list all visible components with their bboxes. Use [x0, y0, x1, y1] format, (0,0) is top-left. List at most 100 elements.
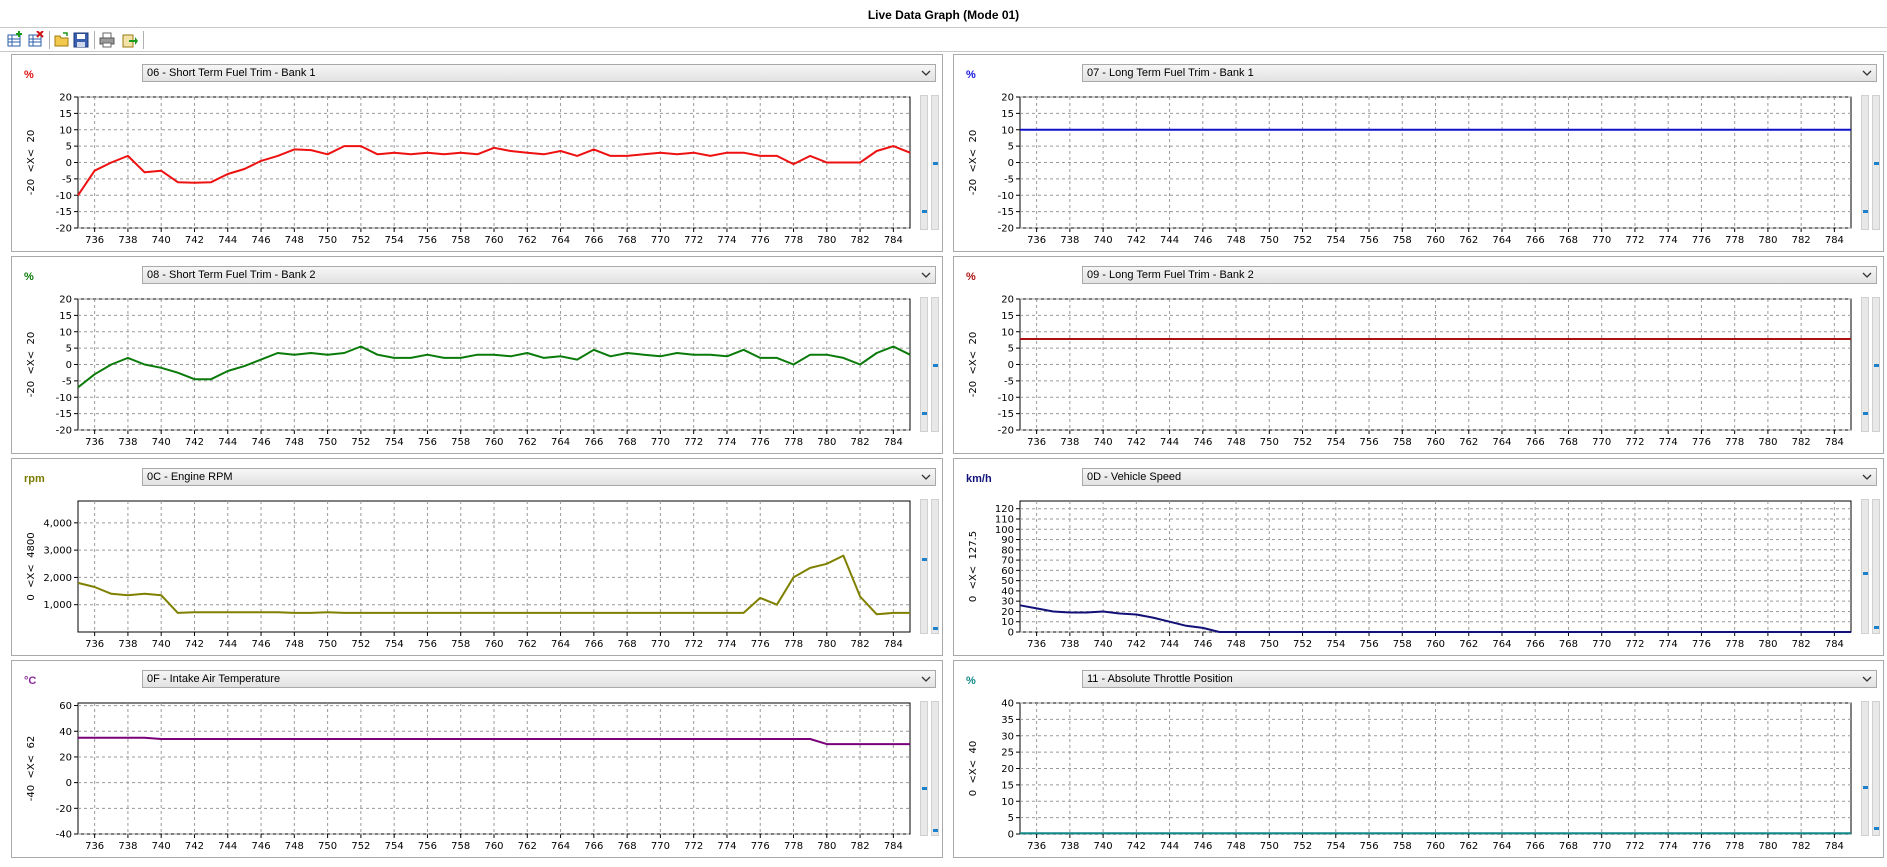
x-tick-label: 774	[1659, 437, 1678, 448]
x-tick-label: 736	[85, 437, 104, 448]
x-tick-label: 756	[418, 639, 437, 650]
x-tick-label: 754	[385, 437, 404, 448]
x-tick-label: 758	[1393, 639, 1412, 650]
scale-marker[interactable]	[1863, 210, 1868, 214]
pid-select[interactable]: 06 - Short Term Fuel Trim - Bank 1	[142, 64, 936, 82]
pid-select[interactable]: 0F - Intake Air Temperature	[142, 670, 936, 688]
scale-marker[interactable]	[1874, 625, 1879, 629]
y-tick-label: 0	[1008, 360, 1014, 371]
min-scale-track[interactable]	[1861, 95, 1869, 230]
y-tick-label: 3,000	[43, 546, 72, 557]
open-button[interactable]	[53, 31, 71, 49]
x-tick-label: 782	[1792, 437, 1811, 448]
y-tick-label: 0	[1008, 158, 1014, 169]
save-button[interactable]	[72, 31, 90, 49]
max-scale-track[interactable]	[931, 701, 939, 836]
min-scale-track[interactable]	[920, 499, 928, 634]
max-scale-track[interactable]	[931, 499, 939, 634]
y-tick-label: 0	[1008, 628, 1014, 639]
x-tick-label: 778	[784, 639, 803, 650]
x-tick-label: 742	[185, 235, 204, 246]
x-tick-label: 756	[1359, 639, 1378, 650]
x-tick-label: 760	[1426, 639, 1445, 650]
x-tick-label: 746	[1193, 437, 1212, 448]
scale-marker[interactable]	[933, 626, 938, 630]
min-scale-track[interactable]	[920, 95, 928, 230]
scale-marker[interactable]	[922, 557, 927, 561]
pid-select[interactable]: 0C - Engine RPM	[142, 468, 936, 486]
x-tick-label: 750	[318, 639, 337, 650]
max-scale-track[interactable]	[1872, 297, 1880, 432]
scale-marker[interactable]	[922, 210, 927, 214]
x-tick-label: 738	[118, 639, 137, 650]
window-titlebar: Live Data Graph (Mode 01)	[0, 0, 1887, 28]
y-tick-label: 40	[1001, 699, 1014, 710]
pid-select-value: 07 - Long Term Fuel Trim - Bank 1	[1087, 67, 1254, 79]
x-tick-label: 744	[1160, 841, 1179, 852]
max-scale-track[interactable]	[931, 95, 939, 230]
pid-select[interactable]: 0D - Vehicle Speed	[1082, 468, 1877, 486]
y-tick-label: 15	[1001, 311, 1014, 322]
pid-select[interactable]: 07 - Long Term Fuel Trim - Bank 1	[1082, 64, 1877, 82]
y-tick-label: 120	[995, 504, 1014, 515]
print-button[interactable]	[98, 31, 116, 49]
x-tick-label: 784	[884, 639, 903, 650]
pid-select[interactable]: 08 - Short Term Fuel Trim - Bank 2	[142, 266, 936, 284]
scale-marker[interactable]	[1863, 412, 1868, 416]
unit-label: %	[24, 271, 34, 283]
x-tick-label: 740	[1094, 639, 1113, 650]
y-tick-label: 10	[1001, 125, 1014, 136]
x-tick-label: 770	[651, 841, 670, 852]
x-tick-label: 776	[1692, 437, 1711, 448]
min-scale-track[interactable]	[1861, 297, 1869, 432]
x-tick-label: 746	[1193, 841, 1212, 852]
pid-select[interactable]: 11 - Absolute Throttle Position	[1082, 670, 1877, 688]
remove-graph-button[interactable]	[27, 30, 45, 49]
max-scale-track[interactable]	[931, 297, 939, 432]
min-scale-track[interactable]	[1861, 701, 1869, 836]
graph-panel-speed: km/h 0D - Vehicle Speed 736 738 740 742 744 746…	[953, 458, 1884, 656]
min-scale-track[interactable]	[920, 701, 928, 836]
x-tick-label: 778	[1725, 639, 1744, 650]
x-tick-label: 784	[884, 235, 903, 246]
max-scale-track[interactable]	[1872, 701, 1880, 836]
x-tick-label: 752	[1293, 639, 1312, 650]
x-tick-label: 778	[784, 841, 803, 852]
export-button[interactable]	[121, 31, 139, 49]
max-scale-track[interactable]	[1872, 499, 1880, 634]
scale-marker[interactable]	[922, 412, 927, 416]
x-tick-label: 782	[851, 437, 870, 448]
x-tick-label: 736	[85, 639, 104, 650]
max-scale-track[interactable]	[1872, 95, 1880, 230]
y-tick-label: -5	[62, 376, 72, 387]
scale-marker[interactable]	[922, 787, 927, 791]
scale-marker[interactable]	[933, 828, 938, 832]
min-scale-track[interactable]	[1861, 499, 1869, 634]
x-tick-label: 772	[684, 639, 703, 650]
y-tick-label: 15	[1001, 109, 1014, 120]
x-tick-label: 744	[1160, 639, 1179, 650]
x-tick-label: 760	[1426, 437, 1445, 448]
scale-marker[interactable]	[933, 162, 938, 165]
chevron-down-icon	[921, 272, 931, 278]
y-tick-label: 110	[995, 514, 1014, 525]
graph-plot-iat: 736 738 740 742 744 746 748 750 752 754 756 758 760 7…	[26, 701, 911, 852]
pid-select-value: 0F - Intake Air Temperature	[147, 673, 281, 685]
range-label: -20 <X< 20	[968, 332, 979, 397]
add-graph-button[interactable]	[6, 31, 24, 49]
x-tick-label: 760	[1426, 235, 1445, 246]
x-tick-label: 770	[651, 639, 670, 650]
pid-select[interactable]: 09 - Long Term Fuel Trim - Bank 2	[1082, 266, 1877, 284]
scale-marker[interactable]	[1863, 786, 1868, 790]
scale-marker[interactable]	[1874, 162, 1879, 165]
min-scale-track[interactable]	[920, 297, 928, 432]
scale-marker[interactable]	[1874, 364, 1879, 367]
y-tick-label: 15	[59, 109, 72, 120]
y-tick-label: 20	[1001, 93, 1014, 104]
x-tick-label: 752	[351, 841, 370, 852]
scale-marker[interactable]	[1874, 827, 1879, 831]
y-tick-label: 5	[1008, 142, 1014, 153]
scale-marker[interactable]	[933, 364, 938, 367]
x-tick-label: 768	[1559, 235, 1578, 246]
scale-marker[interactable]	[1863, 571, 1868, 575]
